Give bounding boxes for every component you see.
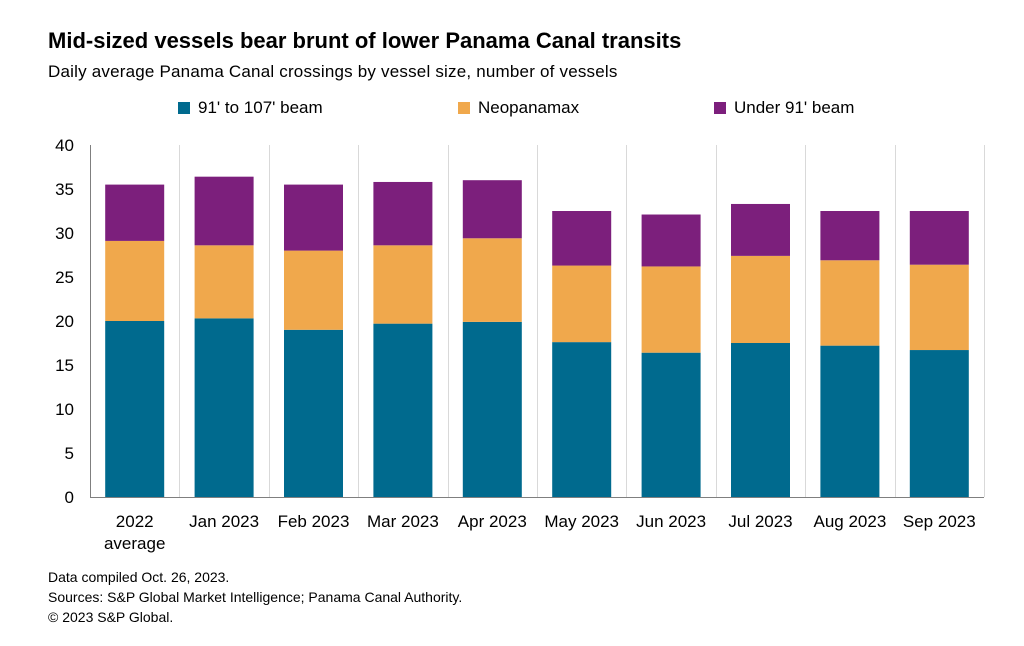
legend-label-under-91-beam: Under 91' beam [734, 98, 855, 117]
x-tick-label: Aug 2023 [814, 512, 887, 531]
bar-segment-91-to-107-beam [731, 343, 790, 497]
x-tick-label: Sep 2023 [903, 512, 976, 531]
sources-note: Sources: S&P Global Market Intelligence;… [48, 589, 463, 605]
bar-segment-under-91-beam [909, 211, 969, 265]
bar-segment-under-91-beam [105, 184, 165, 241]
legend-swatch-under-91-beam [714, 102, 726, 114]
legend-label-neopanamax: Neopanamax [478, 98, 580, 117]
x-tick-label: 2022 average [104, 512, 165, 553]
copyright-note: © 2023 S&P Global. [48, 609, 174, 625]
y-tick-label: 25 [55, 268, 74, 287]
y-tick-label: 30 [55, 224, 74, 243]
bar-segment-under-91-beam [820, 211, 880, 261]
chart-footer: Data compiled Oct. 26, 2023. Sources: S&… [48, 567, 462, 627]
y-tick-label: 40 [55, 136, 74, 155]
data-compiled-note: Data compiled Oct. 26, 2023. [48, 569, 230, 585]
x-tick-label: Jul 2023 [728, 512, 792, 531]
bar-segment-91-to-107-beam [284, 329, 343, 497]
legend-item-neopanamax: Neopanamax [458, 98, 579, 118]
bar-segment-91-to-107-beam [105, 321, 165, 497]
bar-segment-under-91-beam [284, 184, 343, 251]
bar-segment-neopanamax [552, 265, 612, 343]
bar-segment-91-to-107-beam [373, 323, 433, 497]
legend-swatch-neopanamax [458, 102, 470, 114]
y-tick-label: 15 [55, 356, 74, 375]
bar-segment-neopanamax [641, 266, 701, 353]
legend: 91' to 107' beam Neopanamax Under 91' be… [0, 98, 1024, 124]
bar-segment-neopanamax [194, 245, 254, 319]
legend-item-under-91-beam: Under 91' beam [714, 98, 854, 118]
y-tick-label: 35 [55, 180, 74, 199]
bar-segment-under-91-beam [552, 211, 612, 266]
bar-segment-neopanamax [909, 264, 969, 351]
bar-segment-under-91-beam [641, 214, 701, 267]
chart-title: Mid-sized vessels bear brunt of lower Pa… [48, 28, 682, 53]
x-tick-label: May 2023 [544, 512, 619, 531]
bar-segment-neopanamax [731, 255, 790, 343]
legend-label-91-to-107-beam: 91' to 107' beam [198, 98, 323, 117]
bar-segment-neopanamax [373, 245, 433, 324]
legend-item-91-to-107-beam: 91' to 107' beam [178, 98, 323, 118]
legend-swatch-91-to-107-beam [178, 102, 190, 114]
bar-segment-under-91-beam [373, 181, 433, 246]
bar-segment-neopanamax [820, 260, 880, 346]
x-tick-label: Jun 2023 [636, 512, 706, 531]
y-tick-label: 10 [55, 400, 74, 419]
bar-segment-91-to-107-beam [552, 342, 612, 497]
bar-segment-neopanamax [105, 240, 165, 321]
bar-segment-neopanamax [284, 250, 343, 330]
y-tick-label: 0 [65, 488, 74, 507]
chart-subtitle: Daily average Panama Canal crossings by … [48, 62, 618, 81]
bar-segment-91-to-107-beam [462, 321, 522, 497]
bar-segment-under-91-beam [731, 203, 790, 256]
x-tick-label: Apr 2023 [458, 512, 527, 531]
bar-segment-under-91-beam [462, 180, 522, 239]
bar-segment-91-to-107-beam [641, 352, 701, 497]
bar-segment-91-to-107-beam [820, 345, 880, 497]
bar-segment-neopanamax [462, 238, 522, 322]
bar-segment-91-to-107-beam [909, 350, 969, 497]
bar-segment-91-to-107-beam [194, 318, 254, 497]
y-tick-label: 5 [65, 444, 74, 463]
x-tick-label: Feb 2023 [278, 512, 350, 531]
x-tick-label: Jan 2023 [189, 512, 259, 531]
bar-segment-under-91-beam [194, 176, 254, 246]
x-tick-label: Mar 2023 [367, 512, 439, 531]
y-tick-label: 20 [55, 312, 74, 331]
